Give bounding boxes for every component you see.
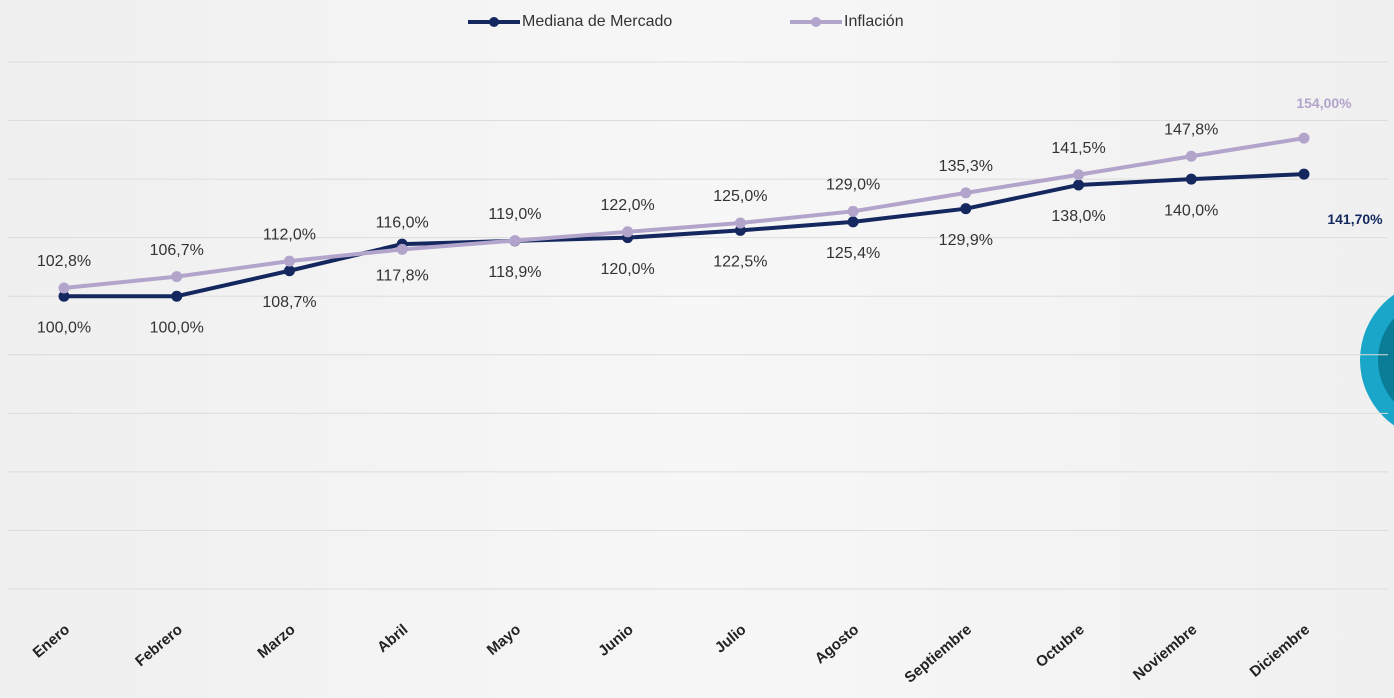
data-label: 141,5% — [1051, 140, 1105, 157]
data-label: 135,3% — [939, 158, 993, 175]
data-label: 125,0% — [713, 188, 767, 205]
data-label: 100,0% — [150, 319, 204, 336]
data-label: 129,9% — [939, 232, 993, 249]
x-tick-label: Septiembre — [901, 621, 975, 687]
data-label: 108,7% — [262, 294, 316, 311]
data-label: 117,8% — [376, 267, 429, 284]
data-point — [622, 226, 633, 237]
data-label: 118,9% — [488, 264, 541, 281]
data-point — [960, 187, 971, 198]
data-point — [848, 216, 859, 227]
data-point — [735, 218, 746, 229]
data-label: 129,0% — [826, 177, 880, 194]
data-point — [1186, 174, 1197, 185]
data-label: 102,8% — [37, 253, 91, 270]
data-label: 141,70% — [1327, 211, 1383, 227]
data-label: 122,0% — [601, 197, 655, 214]
data-point — [509, 235, 520, 246]
data-point — [960, 203, 971, 214]
legend-marker — [489, 17, 499, 27]
x-tick-label: Agosto — [812, 621, 863, 667]
series-line — [64, 138, 1304, 288]
data-point — [397, 244, 408, 255]
data-label: 138,0% — [1051, 208, 1105, 225]
data-label: 122,5% — [713, 254, 767, 271]
x-tick-label: Noviembre — [1130, 621, 1200, 684]
data-label: 119,0% — [488, 206, 541, 223]
data-point — [1073, 169, 1084, 180]
data-point — [59, 283, 70, 294]
data-label: 116,0% — [376, 215, 429, 232]
data-point — [848, 206, 859, 217]
x-tick-label: Febrero — [132, 621, 186, 670]
data-label: 106,7% — [150, 242, 204, 259]
data-point — [1299, 133, 1310, 144]
x-tick-label: Abril — [374, 621, 411, 656]
data-label: 154,00% — [1296, 95, 1352, 111]
data-label: 147,8% — [1164, 121, 1218, 138]
data-point — [171, 291, 182, 302]
data-label: 120,0% — [601, 261, 655, 278]
x-tick-label: Diciembre — [1247, 621, 1314, 681]
legend-marker — [811, 17, 821, 27]
data-point — [284, 265, 295, 276]
data-point — [284, 256, 295, 267]
data-point — [171, 271, 182, 282]
x-tick-label: Julio — [712, 621, 750, 657]
x-tick-label: Junio — [595, 621, 637, 660]
chart: Enero Febrero Marzo Abril Mayo Junio Julio Agos… — [0, 0, 1394, 698]
series-line — [64, 174, 1304, 296]
x-tick-label: Mayo — [484, 621, 524, 659]
data-point — [1186, 151, 1197, 162]
legend-label: Mediana de Mercado — [522, 13, 672, 30]
x-tick-label: Marzo — [254, 621, 298, 662]
legend-label: Inflación — [844, 13, 904, 30]
data-label: 100,0% — [37, 319, 91, 336]
data-point — [1299, 169, 1310, 180]
data-label: 112,0% — [263, 226, 316, 243]
x-tick-label: Octubre — [1033, 621, 1088, 671]
data-point — [1073, 179, 1084, 190]
x-tick-label: Enero — [30, 621, 73, 661]
data-label: 125,4% — [826, 245, 880, 262]
data-label: 140,0% — [1164, 202, 1218, 219]
